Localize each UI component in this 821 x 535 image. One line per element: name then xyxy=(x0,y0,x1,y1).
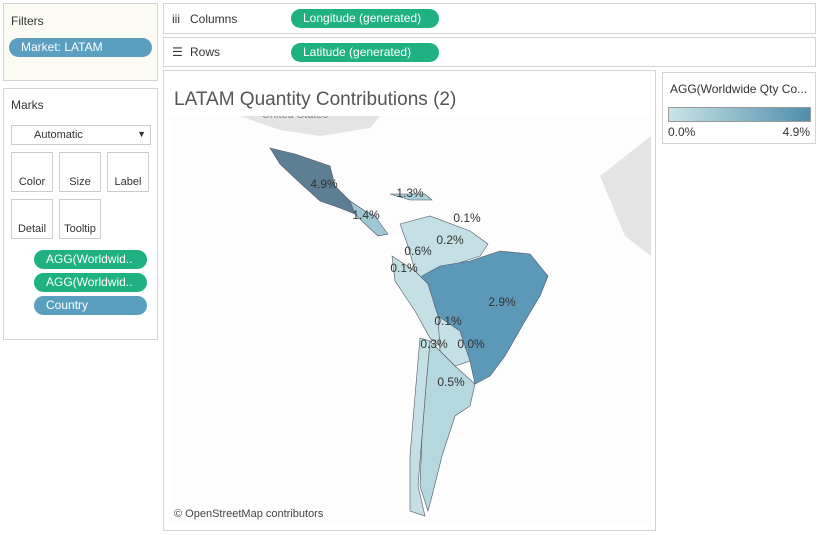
map-label: 0.3% xyxy=(420,337,448,351)
button-label: Detail xyxy=(17,223,47,235)
land xyxy=(240,116,380,136)
filters-title: Filters xyxy=(11,14,44,28)
country-chile xyxy=(409,337,431,517)
button-label: Label xyxy=(114,176,142,188)
dropdown-arrow: ▼ xyxy=(137,129,146,139)
filter-pill[interactable]: Market: LATAM xyxy=(9,38,152,57)
map-label: 4.9% xyxy=(310,177,338,191)
map-label: 0.6% xyxy=(404,244,432,258)
marks-card: Marks Automatic ▼ Color Size Label Detai… xyxy=(3,88,158,340)
color-legend: AGG(Worldwide Qty Co... 0.0% 4.9% xyxy=(662,72,816,144)
shelf-pill[interactable]: Longitude (generated) xyxy=(291,9,439,28)
mark-type-dropdown[interactable]: Automatic ▼ xyxy=(11,125,151,145)
shelf-pill[interactable]: Latitude (generated) xyxy=(291,43,439,62)
color-button[interactable]: Color xyxy=(11,152,53,192)
map-label: 1.3% xyxy=(396,186,424,200)
shelf-icon: ☰ xyxy=(172,45,183,59)
map-label: 0.0% xyxy=(457,337,485,351)
size-button[interactable]: Size xyxy=(59,152,101,192)
button-label: Size xyxy=(69,176,91,188)
sheet-title: LATAM Quantity Contributions (2) xyxy=(174,89,457,110)
map-label: 0.5% xyxy=(437,375,465,389)
marks-title: Marks xyxy=(11,98,44,112)
map-label: 0.1% xyxy=(453,211,481,225)
map-label: 0.1% xyxy=(434,314,462,328)
button-label: Color xyxy=(18,176,46,188)
mark-type: Automatic xyxy=(34,129,83,141)
attribution: © OpenStreetMap contributors xyxy=(174,508,324,520)
legend-title: AGG(Worldwide Qty Co... xyxy=(670,82,808,96)
land xyxy=(600,136,651,256)
country-bolivia xyxy=(437,315,471,367)
label-button[interactable]: Label xyxy=(107,152,149,192)
legend-min: 0.0% xyxy=(668,125,696,139)
button-label: Tooltip xyxy=(64,223,96,235)
basemap-label: United States xyxy=(262,116,329,121)
country-caribbean xyxy=(389,193,433,201)
detail-button[interactable]: Detail xyxy=(11,199,53,239)
rows-shelf: ☰ Rows Latitude (generated) xyxy=(163,37,816,67)
map-label: 2.9% xyxy=(488,295,516,309)
country-north-sa xyxy=(399,215,489,285)
columns-shelf: iii Columns Longitude (generated) xyxy=(163,3,816,34)
country-central xyxy=(349,200,389,237)
shelf-label: Columns xyxy=(190,12,238,26)
shelf-label: Rows xyxy=(190,45,221,59)
map: United States 4.9% 1.3% 1.4% 0.1% 0.2% 0… xyxy=(170,116,651,524)
filters-card: Filters Market: LATAM xyxy=(3,3,158,81)
legend-max: 4.9% xyxy=(782,125,810,139)
mark-pill[interactable]: AGG(Worldwid.. xyxy=(34,273,147,292)
legend-gradient xyxy=(668,107,811,122)
mark-pill[interactable]: AGG(Worldwid.. xyxy=(34,250,147,269)
mark-pill[interactable]: Country xyxy=(34,296,147,315)
shelf-icon: iii xyxy=(172,12,180,26)
map-label: 0.1% xyxy=(390,261,418,275)
tooltip-button[interactable]: Tooltip xyxy=(59,199,101,239)
map-label: 1.4% xyxy=(352,208,380,222)
map-label: 0.2% xyxy=(436,233,464,247)
